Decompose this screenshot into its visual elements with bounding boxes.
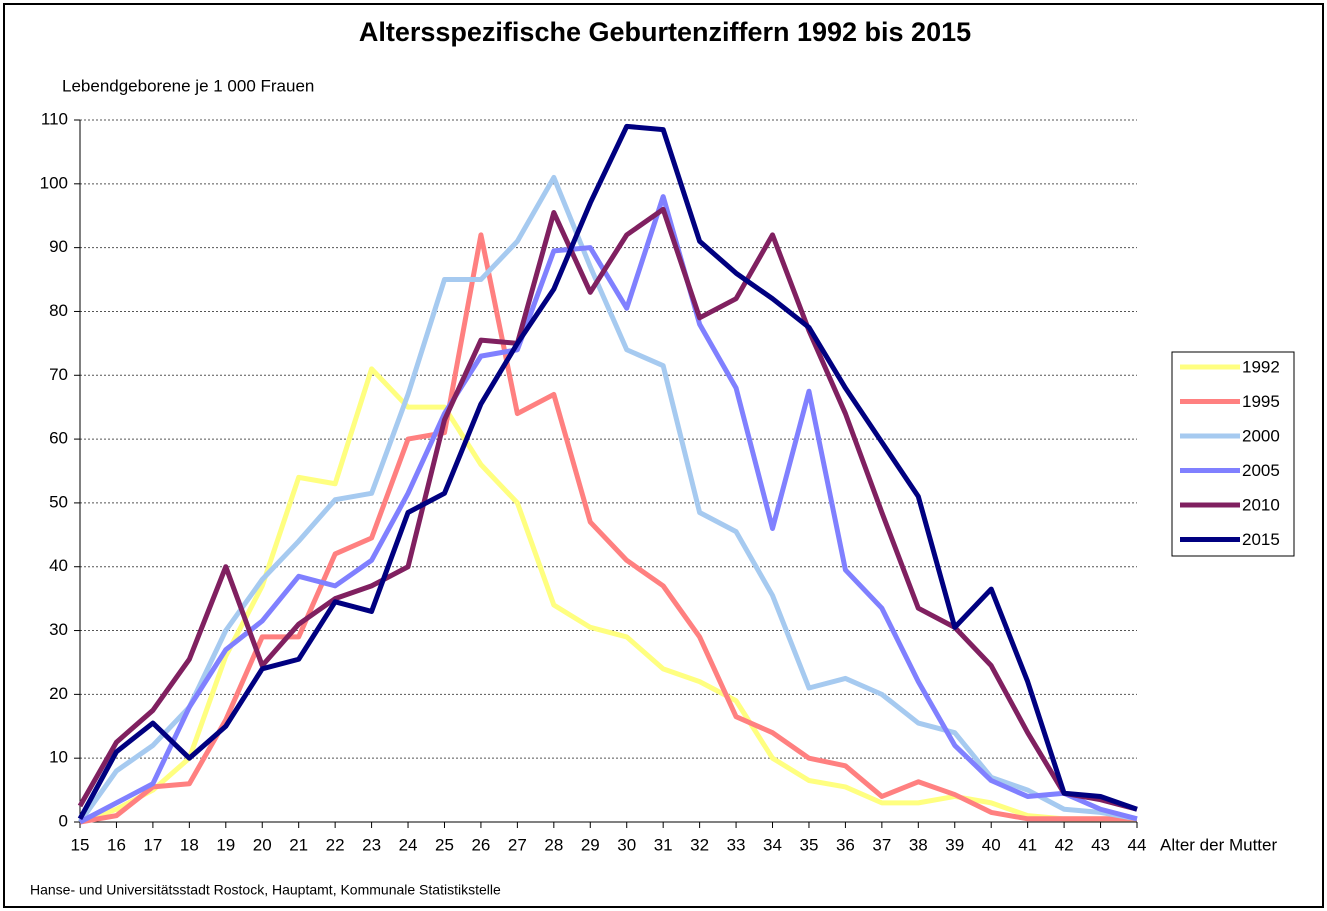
series-line [77, 123, 1138, 821]
y-tick-label: 30 [49, 620, 68, 639]
legend-label: 1992 [1242, 357, 1280, 376]
x-tick-label: 36 [836, 835, 855, 854]
y-tick-label: 110 [41, 109, 68, 128]
y-tick-label: 90 [49, 237, 68, 256]
x-tick-label: 42 [1055, 835, 1074, 854]
x-tick-label: 31 [654, 835, 673, 854]
x-tick-label: 21 [289, 835, 308, 854]
x-tick-label: 20 [253, 835, 272, 854]
x-tick-label: 32 [690, 835, 709, 854]
x-tick-label: 29 [581, 835, 600, 854]
y-tick-label: 100 [40, 173, 68, 192]
x-tick-label: 40 [982, 835, 1001, 854]
y-tick-label: 0 [59, 811, 68, 830]
series-line [78, 194, 1138, 825]
x-tick-label: 26 [471, 835, 490, 854]
y-tick-label: 80 [49, 301, 68, 320]
y-tick-label: 50 [49, 492, 68, 511]
x-tick-label: 17 [143, 835, 162, 854]
legend-label: 2005 [1242, 461, 1280, 480]
y-axis-label: Lebendgeborene je 1 000 Frauen [62, 76, 314, 95]
y-tick-label: 70 [49, 365, 68, 384]
legend [1171, 351, 1295, 557]
x-tick-label: 37 [872, 835, 891, 854]
legend-label: 2015 [1242, 530, 1280, 549]
x-tick-label: 25 [435, 835, 454, 854]
x-tick-label: 44 [1128, 835, 1147, 854]
x-tick-label: 27 [508, 835, 527, 854]
frame [3, 3, 1324, 908]
x-tick-label: 23 [362, 835, 381, 854]
y-tick-label: 60 [49, 429, 68, 448]
x-tick-label: 39 [945, 835, 964, 854]
legend-label: 2010 [1242, 495, 1280, 514]
x-tick-label: 18 [180, 835, 199, 854]
legend-label: 1995 [1242, 392, 1280, 411]
x-tick-label: 22 [326, 835, 345, 854]
x-tick-label: 41 [1018, 835, 1037, 854]
x-tick-label: 19 [216, 835, 235, 854]
x-tick-label: 33 [727, 835, 746, 854]
x-tick-label: 43 [1091, 835, 1110, 854]
chart-title: Altersspezifische Geburtenziffern 1992 b… [359, 17, 971, 47]
series-line [77, 174, 1138, 824]
x-tick-label: 24 [399, 835, 418, 854]
x-tick-label: 15 [71, 835, 90, 854]
legend-label: 2000 [1242, 426, 1280, 445]
x-tick-label: 28 [544, 835, 563, 854]
x-tick-label: 34 [763, 835, 782, 854]
y-tick-label: 40 [49, 556, 68, 575]
y-tick-label: 10 [49, 748, 68, 767]
y-tick-label: 20 [49, 684, 68, 703]
x-tick-label: 35 [800, 835, 819, 854]
source: Hanse- und Universitätsstadt Rostock, Ha… [30, 882, 501, 898]
x-tick-label: 38 [909, 835, 928, 854]
x-axis-label: Alter der Mutter [1160, 835, 1277, 854]
series-line [77, 206, 1138, 812]
x-tick-label: 30 [617, 835, 636, 854]
x-tick-label: 16 [107, 835, 126, 854]
